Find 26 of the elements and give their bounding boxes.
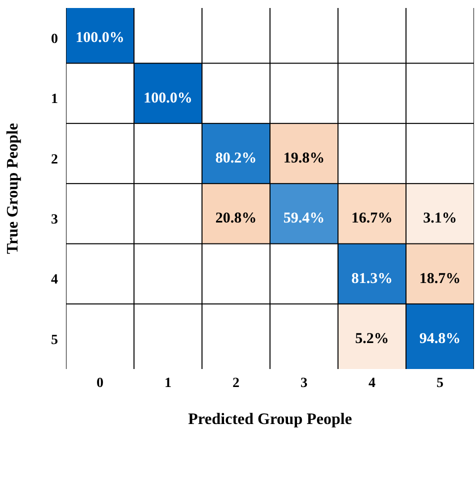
data-label: 80.2% xyxy=(215,150,257,166)
data-label: 81.3% xyxy=(351,270,393,287)
data-label: 19.8% xyxy=(283,150,325,166)
x-tick-label: 0 xyxy=(96,376,104,391)
data-label: 100.0% xyxy=(76,30,124,46)
data-label: 5.2% xyxy=(355,330,389,347)
data-label: 18.7% xyxy=(419,270,461,287)
data-label: 59.4% xyxy=(283,210,325,227)
y-tick-label: 1 xyxy=(51,92,58,108)
data-label: 94.8% xyxy=(419,330,461,347)
x-tick-label: 1 xyxy=(164,376,172,391)
data-label: 20.8% xyxy=(215,210,257,227)
y-tick-label: 3 xyxy=(51,212,58,228)
x-tick-label: 2 xyxy=(232,376,240,391)
y-tick-label: 4 xyxy=(51,272,58,288)
y-tick-label: 2 xyxy=(51,152,58,168)
x-axis-title: Predicted Group People xyxy=(188,411,352,428)
data-label: 16.7% xyxy=(351,210,393,227)
data-label: 3.1% xyxy=(423,210,457,227)
x-tick-label: 3 xyxy=(300,376,308,391)
x-tick-label: 5 xyxy=(436,376,444,391)
y-tick-label: 5 xyxy=(51,332,58,348)
x-tick-label: 4 xyxy=(368,376,376,391)
data-label: 100.0% xyxy=(144,90,192,106)
y-tick-label: 0 xyxy=(51,32,58,48)
y-axis-title: True Group People xyxy=(4,123,22,254)
